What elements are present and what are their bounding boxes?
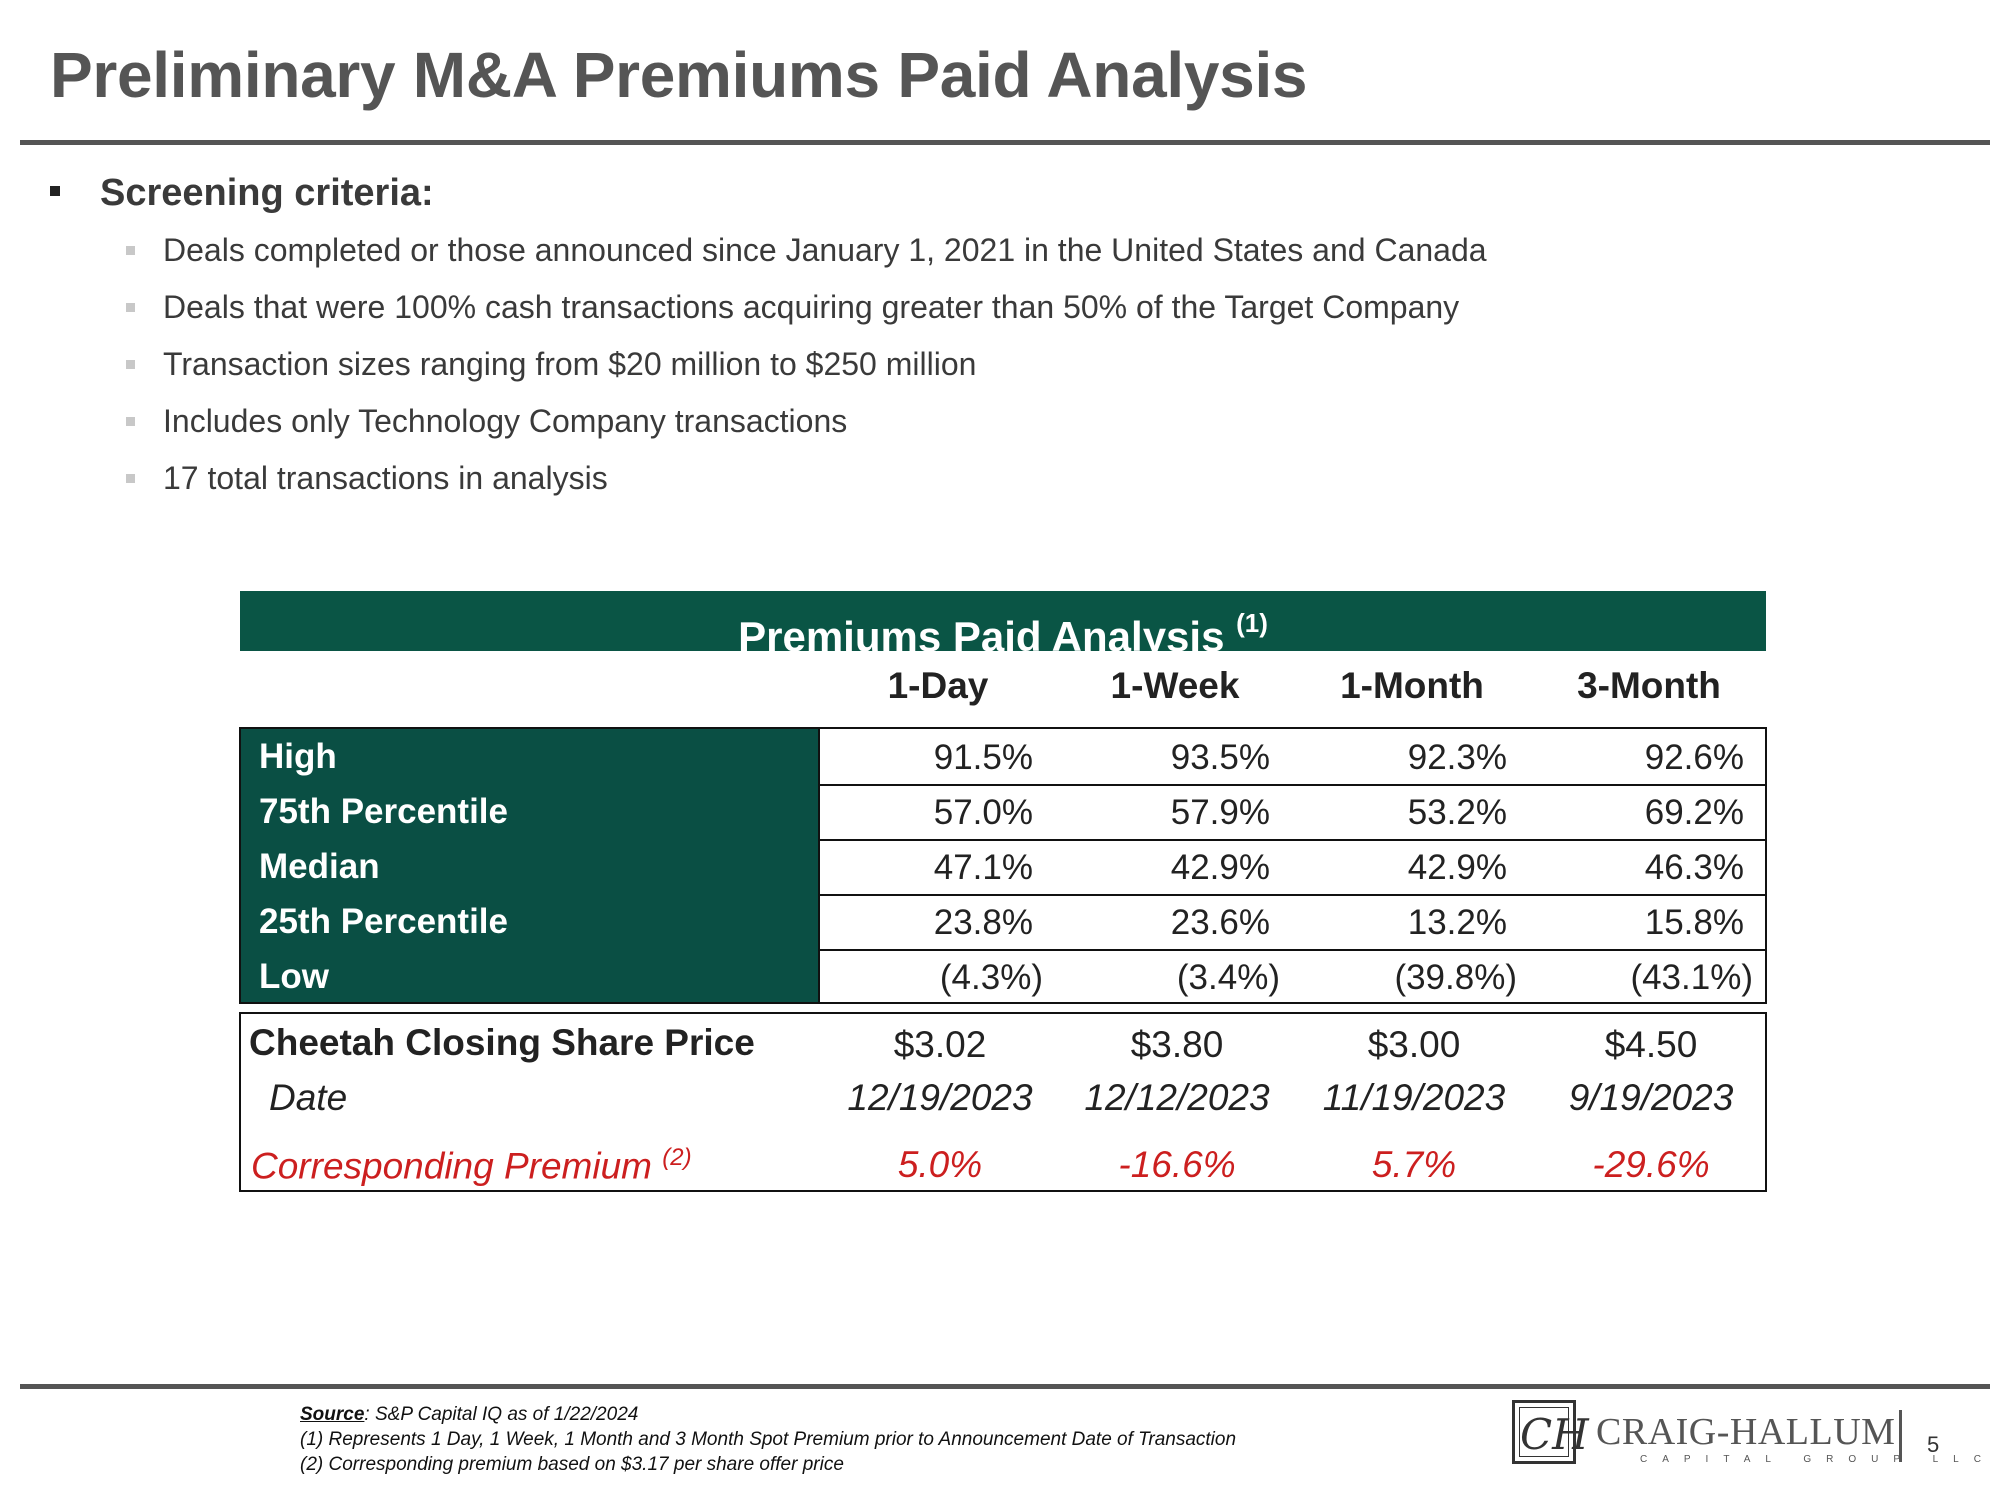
date-cell: 9/19/2023 <box>1568 1077 1734 1118</box>
bullet-square-icon <box>126 474 135 483</box>
date-cell: 12/19/2023 <box>847 1077 1033 1118</box>
value-cell: 92.3% <box>1407 738 1507 777</box>
value-cell: 13.2% <box>1407 903 1507 942</box>
column-header-1-week: 1-Week <box>1110 665 1240 706</box>
share-price-label: Cheetah Closing Share Price <box>249 1022 755 1063</box>
value-cell: 92.6% <box>1644 738 1744 777</box>
page-number: 5 <box>1927 1432 1940 1457</box>
column-headers: 1-Day 1-Week 1-Month 3-Month <box>0 665 2000 715</box>
page-title: Preliminary M&A Premiums Paid Analysis <box>50 39 1308 111</box>
date-cell: 11/19/2023 <box>1322 1077 1506 1118</box>
value-cell: 93.5% <box>1170 738 1270 777</box>
date-label: Date <box>269 1077 348 1118</box>
stat-labels-panel: High 75th Percentile Median 25th Percent… <box>239 727 820 1004</box>
bullet-square-icon <box>126 417 135 426</box>
table-row: 57.0% 57.9% 53.2% 69.2% <box>818 784 1765 841</box>
title-divider <box>20 140 1990 145</box>
bullet-square-icon <box>126 303 135 312</box>
date-cell: 12/12/2023 <box>1084 1077 1270 1118</box>
share-price-cell: $3.00 <box>1367 1024 1461 1065</box>
value-cell: 47.1% <box>933 848 1033 887</box>
value-cell: 23.8% <box>933 903 1033 942</box>
row-label-median: Median <box>259 847 380 886</box>
premium-label-text: Corresponding Premium <box>251 1145 653 1187</box>
value-cell: (4.3%) <box>939 958 1043 997</box>
share-price-box: Cheetah Closing Share Price Date Corresp… <box>239 1012 1767 1192</box>
footnotes: Source: S&P Capital IQ as of 1/22/2024 (… <box>300 1402 1236 1477</box>
logo-name: CRAIG-HALLUM <box>1596 1411 1896 1453</box>
criteria-item: Includes only Technology Company transac… <box>126 401 1487 458</box>
logo-subtitle: CAPITAL GROUP LLC <box>1640 1454 1996 1465</box>
column-header-1-month: 1-Month <box>1340 665 1484 706</box>
criteria-item-text: Deals that were 100% cash transactions a… <box>163 289 1460 325</box>
premium-footnote: (2) <box>662 1144 692 1171</box>
source-line: Source: S&P Capital IQ as of 1/22/2024 <box>300 1402 1236 1427</box>
stat-values-panel: 91.5% 93.5% 92.3% 92.6% 57.0% 57.9% 53.2… <box>818 727 1767 1004</box>
source-label: Source <box>300 1404 365 1425</box>
share-price-cell: $3.80 <box>1130 1024 1224 1065</box>
row-label-75th: 75th Percentile <box>259 792 508 831</box>
value-cell: (3.4%) <box>1176 958 1280 997</box>
criteria-item-text: Includes only Technology Company transac… <box>163 403 848 439</box>
table-title-bar: Premiums Paid Analysis (1) <box>240 591 1766 660</box>
value-cell: 53.2% <box>1407 793 1507 832</box>
value-cell: 23.6% <box>1170 903 1270 942</box>
value-cell: (39.8%) <box>1394 958 1517 997</box>
premium-cell: 5.7% <box>1371 1144 1457 1185</box>
value-cell: 15.8% <box>1644 903 1744 942</box>
logo-monogram-icon: CH <box>1512 1400 1589 1464</box>
premium-label: Corresponding Premium (2) <box>251 1144 692 1187</box>
value-cell: 69.2% <box>1644 793 1744 832</box>
criteria-item-text: Transaction sizes ranging from $20 milli… <box>163 346 977 382</box>
premium-cell: -29.6% <box>1592 1144 1710 1185</box>
premium-cell: -16.6% <box>1118 1144 1236 1185</box>
bullet-square-icon <box>126 360 135 369</box>
share-price-cell: $3.02 <box>893 1024 987 1065</box>
table-title-footnote: (1) <box>1236 608 1268 638</box>
table-row: 47.1% 42.9% 42.9% 46.3% <box>818 839 1765 896</box>
table-row: 91.5% 93.5% 92.3% 92.6% <box>818 729 1765 786</box>
table-row: 23.8% 23.6% 13.2% 15.8% <box>818 894 1765 951</box>
bullet-square-icon <box>126 246 135 255</box>
logo-divider <box>1899 1410 1902 1462</box>
share-price-cell: $4.50 <box>1604 1024 1698 1065</box>
criteria-item-text: 17 total transactions in analysis <box>163 460 608 496</box>
criteria-item-text: Deals completed or those announced since… <box>163 232 1487 268</box>
column-header-3-month: 3-Month <box>1577 665 1721 706</box>
value-cell: (43.1%) <box>1630 958 1753 997</box>
bullet-square-icon <box>50 185 60 196</box>
value-cell: 91.5% <box>933 738 1033 777</box>
value-cell: 42.9% <box>1170 848 1270 887</box>
column-header-1-day: 1-Day <box>887 665 989 706</box>
value-cell: 42.9% <box>1407 848 1507 887</box>
row-label-low: Low <box>259 957 329 996</box>
criteria-item: Transaction sizes ranging from $20 milli… <box>126 344 1487 401</box>
footer-divider <box>20 1384 1990 1389</box>
criteria-item: Deals completed or those announced since… <box>126 230 1487 287</box>
value-cell: 46.3% <box>1644 848 1744 887</box>
footnote-2: (2) Corresponding premium based on $3.17… <box>300 1454 844 1475</box>
footnote-1: (1) Represents 1 Day, 1 Week, 1 Month an… <box>300 1429 1237 1450</box>
source-text: : S&P Capital IQ as of 1/22/2024 <box>364 1404 639 1425</box>
logo-monogram-text: CH <box>1519 1407 1589 1459</box>
table-title: Premiums Paid Analysis <box>738 613 1225 660</box>
premium-cell: 5.0% <box>897 1144 983 1185</box>
row-label-high: High <box>259 737 337 776</box>
criteria-list: Deals completed or those announced since… <box>126 230 1487 515</box>
criteria-heading-text: Screening criteria: <box>100 172 434 214</box>
row-label-25th: 25th Percentile <box>259 902 508 941</box>
table-row: (4.3%) (3.4%) (39.8%) (43.1%) <box>818 949 1765 1004</box>
value-cell: 57.9% <box>1170 793 1270 832</box>
criteria-item: Deals that were 100% cash transactions a… <box>126 287 1487 344</box>
criteria-item: 17 total transactions in analysis <box>126 458 1487 515</box>
criteria-heading: Screening criteria: <box>50 172 434 215</box>
value-cell: 57.0% <box>933 793 1033 832</box>
